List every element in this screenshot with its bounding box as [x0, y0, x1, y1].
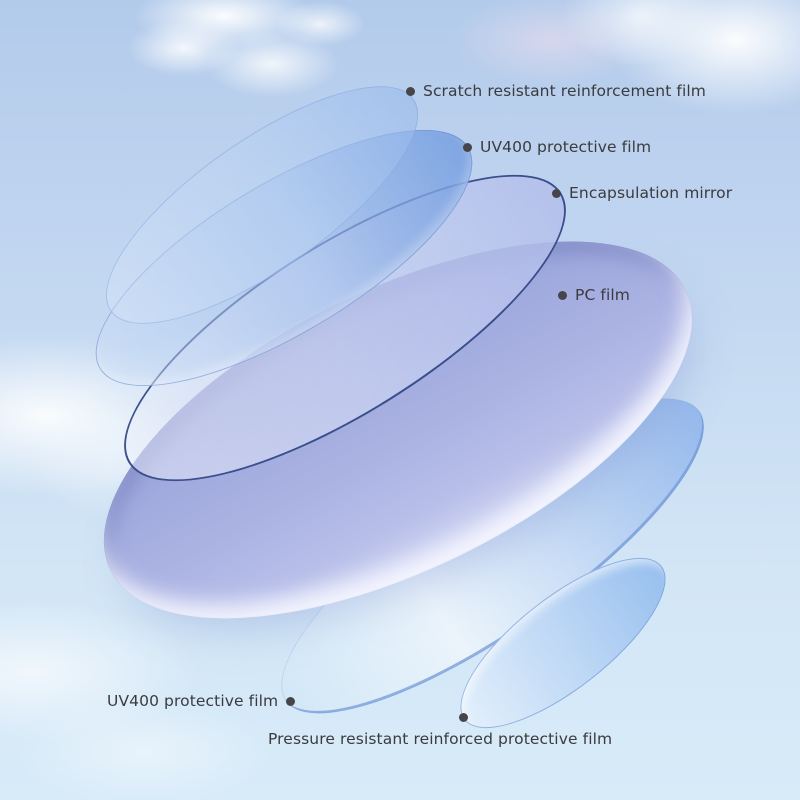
- label-pc-film: PC film: [558, 286, 630, 304]
- bullet-dot-icon: [286, 696, 296, 706]
- bullet-dot-icon: [558, 290, 567, 300]
- label-text: UV400 protective film: [480, 138, 652, 156]
- bullet-dot-icon: [459, 713, 468, 722]
- label-encapsulation-mirror: Encapsulation mirror: [552, 184, 732, 202]
- bullet-dot-icon: [552, 188, 561, 198]
- label-scratch-film: Scratch resistant reinforcement film: [406, 82, 706, 100]
- label-text: Scratch resistant reinforcement film: [423, 82, 706, 100]
- label-text: PC film: [575, 286, 630, 304]
- label-pressure-resistant-film: Pressure resistant reinforced protective…: [268, 711, 612, 748]
- bullet-dot-icon: [463, 142, 472, 152]
- bullet-dot-icon: [406, 86, 415, 96]
- label-text: UV400 protective film: [107, 692, 279, 710]
- label-uv400-top-film: UV400 protective film: [463, 138, 651, 156]
- label-text: Encapsulation mirror: [569, 184, 733, 202]
- label-uv400-bottom-film: UV400 protective film: [107, 692, 296, 710]
- label-text: Pressure resistant reinforced protective…: [268, 730, 613, 748]
